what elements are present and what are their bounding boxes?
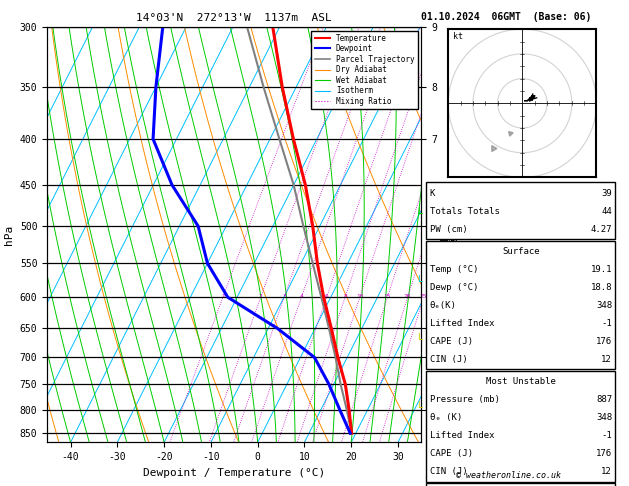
Text: 8: 8 xyxy=(343,294,347,299)
Text: Mixing Ratio (g/kg): Mixing Ratio (g/kg) xyxy=(448,187,457,282)
Text: 6: 6 xyxy=(325,294,328,299)
Text: 1: 1 xyxy=(221,294,225,299)
Text: kt: kt xyxy=(454,32,463,41)
Text: θₑ (K): θₑ (K) xyxy=(430,413,462,422)
Text: 39: 39 xyxy=(601,189,612,198)
Text: Lifted Index: Lifted Index xyxy=(430,431,494,440)
Y-axis label: hPa: hPa xyxy=(4,225,14,244)
Text: LCL: LCL xyxy=(425,433,442,442)
Text: -1: -1 xyxy=(601,319,612,328)
Text: Totals Totals: Totals Totals xyxy=(430,207,499,216)
Text: Pressure (mb): Pressure (mb) xyxy=(430,395,499,404)
Legend: Temperature, Dewpoint, Parcel Trajectory, Dry Adiabat, Wet Adiabat, Isotherm, Mi: Temperature, Dewpoint, Parcel Trajectory… xyxy=(311,31,418,109)
Text: 19.1: 19.1 xyxy=(591,265,612,274)
Text: Temp (°C): Temp (°C) xyxy=(430,265,478,274)
Text: 4: 4 xyxy=(299,294,303,299)
X-axis label: Dewpoint / Temperature (°C): Dewpoint / Temperature (°C) xyxy=(143,468,325,478)
Text: 348: 348 xyxy=(596,413,612,422)
Text: 12: 12 xyxy=(601,355,612,364)
Text: CAPE (J): CAPE (J) xyxy=(430,449,472,458)
Text: └: └ xyxy=(415,335,421,345)
Text: CAPE (J): CAPE (J) xyxy=(430,337,472,346)
Text: 44: 44 xyxy=(601,207,612,216)
Text: └: └ xyxy=(415,403,421,413)
Text: 4.27: 4.27 xyxy=(591,225,612,234)
Text: CIN (J): CIN (J) xyxy=(430,355,467,364)
Text: Most Unstable: Most Unstable xyxy=(486,377,556,386)
Text: Surface: Surface xyxy=(502,247,540,256)
Text: CIN (J): CIN (J) xyxy=(430,467,467,476)
Text: 25: 25 xyxy=(420,294,428,299)
Text: 10: 10 xyxy=(356,294,364,299)
Text: Dewp (°C): Dewp (°C) xyxy=(430,283,478,292)
Text: 176: 176 xyxy=(596,337,612,346)
Text: PW (cm): PW (cm) xyxy=(430,225,467,234)
Text: Lifted Index: Lifted Index xyxy=(430,319,494,328)
Text: 176: 176 xyxy=(596,449,612,458)
Text: 18.8: 18.8 xyxy=(591,283,612,292)
Y-axis label: km
ASL: km ASL xyxy=(440,226,462,243)
Text: 348: 348 xyxy=(596,301,612,310)
Text: 01.10.2024  06GMT  (Base: 06): 01.10.2024 06GMT (Base: 06) xyxy=(421,12,591,22)
Text: └: └ xyxy=(415,209,421,219)
Text: 12: 12 xyxy=(601,467,612,476)
Text: └: └ xyxy=(415,277,421,287)
Text: K: K xyxy=(430,189,435,198)
Text: 15: 15 xyxy=(384,294,391,299)
Text: θₑ(K): θₑ(K) xyxy=(430,301,457,310)
Text: -1: -1 xyxy=(601,431,612,440)
Text: 2: 2 xyxy=(259,294,263,299)
Text: 20: 20 xyxy=(404,294,411,299)
Title: 14°03'N  272°13'W  1137m  ASL: 14°03'N 272°13'W 1137m ASL xyxy=(136,13,332,23)
Text: 887: 887 xyxy=(596,395,612,404)
Text: © weatheronline.co.uk: © weatheronline.co.uk xyxy=(456,471,560,480)
Text: 3: 3 xyxy=(282,294,286,299)
